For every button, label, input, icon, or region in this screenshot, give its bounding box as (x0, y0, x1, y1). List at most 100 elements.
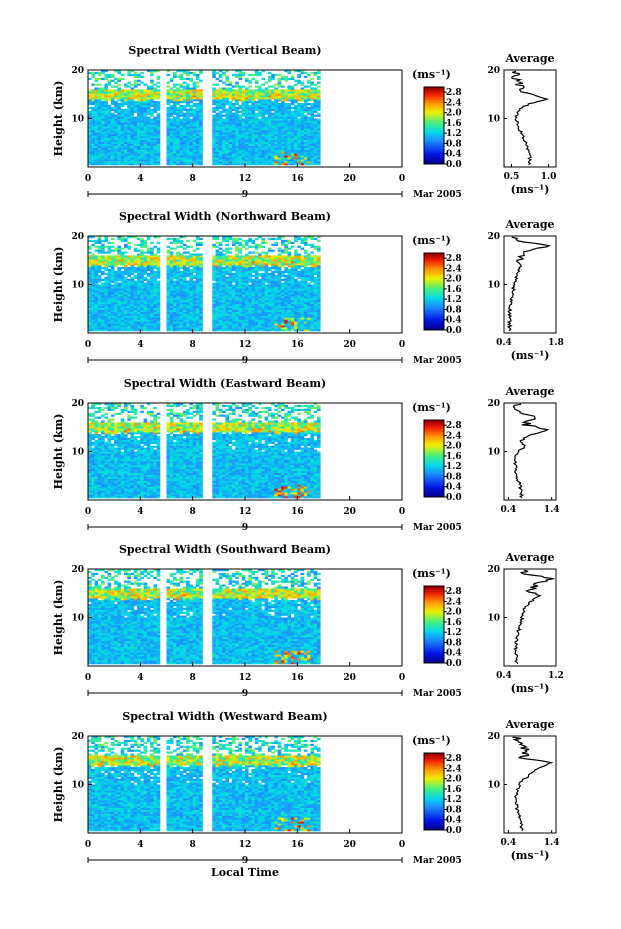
profile-title: Average (504, 52, 554, 65)
x-tick-label: 8 (190, 673, 196, 683)
panel-title: Spectral Width (Southward Beam) (119, 543, 331, 556)
x-tick-label: 4 (137, 840, 143, 850)
x-tick-label: 20 (343, 507, 356, 517)
figure: Spectral Width (Vertical Beam) 20 10 Height… (0, 0, 621, 929)
y-tick-label: 10 (71, 115, 84, 125)
x-tick-label: 0 (399, 673, 405, 683)
profile-y-tick-label: 20 (487, 732, 500, 742)
y-axis-label: Height (km) (52, 81, 65, 157)
colorbar-tick-label: 2.0 (446, 109, 462, 119)
profile-title: Average (504, 551, 554, 564)
y-tick-label: 10 (71, 281, 84, 291)
profile-x-tick-label: 0.4 (500, 505, 516, 515)
y-axis-label: Height (km) (52, 747, 65, 823)
profile-line (513, 737, 552, 830)
date-label: 9 (242, 856, 248, 866)
colorbar-unit: (ms⁻¹) (412, 68, 451, 81)
date-label: 9 (242, 356, 248, 366)
date-label: 9 (242, 689, 248, 699)
x-tick-label: 16 (291, 507, 304, 517)
panel-2: Spectral Width (Northward Beam)2010Heigh… (52, 210, 564, 366)
month-label: Mar 2005 (413, 356, 462, 366)
x-tick-label: 8 (190, 507, 196, 517)
colorbar-tick-label: 1.2 (446, 129, 462, 139)
colorbar-tick-label: 1.6 (446, 618, 462, 628)
month-label: Mar 2005 (413, 689, 462, 699)
profile-line (515, 570, 555, 663)
x-tick-label: 12 (239, 174, 252, 184)
colorbar-tick-label: 2.4 (446, 431, 462, 441)
profile-line (508, 237, 549, 330)
x-tick-label: 0 (399, 340, 405, 350)
heatmap-cells (88, 70, 321, 165)
colorbar-tick-label: 0.4 (446, 649, 462, 659)
profile-title: Average (504, 718, 554, 731)
colorbar-tick-label: 1.6 (446, 452, 462, 462)
colorbar-tick-label: 2.4 (446, 597, 462, 607)
panel-4: Spectral Width (Southward Beam)2010Heigh… (52, 543, 564, 699)
colorbar-unit: (ms⁻¹) (412, 234, 451, 247)
colorbar-tick-label: 1.2 (446, 462, 462, 472)
colorbar-tick-label: 0.0 (446, 493, 462, 503)
colorbar-tick-label: 0.0 (446, 326, 462, 336)
x-tick-label: 16 (291, 673, 304, 683)
y-tick-label: 20 (71, 732, 84, 742)
colorbar-tick-label: 2.4 (446, 764, 462, 774)
profile-y-tick-label: 10 (487, 115, 500, 125)
date-label: 9 (242, 190, 248, 200)
colorbar-tick-label: 0.4 (446, 316, 462, 326)
x-axis-label: Local Time (211, 866, 279, 879)
colorbar-tick-label: 0.8 (446, 305, 462, 315)
x-tick-label: 12 (239, 840, 252, 850)
profile-y-tick-label: 20 (487, 232, 500, 242)
heatmap-cells (88, 236, 321, 331)
profile-x-label: (ms⁻¹) (511, 849, 550, 862)
colorbar-tick-label: 2.0 (446, 442, 462, 452)
colorbar-tick-label: 1.6 (446, 119, 462, 129)
x-tick-label: 4 (137, 174, 143, 184)
colorbar: 2.82.42.01.61.20.80.40.0 (424, 753, 462, 836)
y-axis-label: Height (km) (52, 247, 65, 323)
y-tick-label: 20 (71, 66, 84, 76)
colorbar-tick-label: 0.8 (446, 638, 462, 648)
profile-x-tick-label: 1.8 (548, 338, 564, 348)
y-tick-label: 20 (71, 232, 84, 242)
profile-y-tick-label: 20 (487, 66, 500, 76)
x-tick-label: 0 (85, 507, 91, 517)
panel-title: Spectral Width (Westward Beam) (122, 710, 327, 723)
colorbar-unit: (ms⁻¹) (412, 734, 451, 747)
profile-x-tick-label: 1.0 (541, 172, 557, 182)
y-axis-label: Height (km) (52, 580, 65, 656)
x-tick-label: 4 (137, 507, 143, 517)
x-tick-label: 20 (343, 174, 356, 184)
x-tick-label: 12 (239, 340, 252, 350)
y-tick-label: 10 (71, 448, 84, 458)
x-tick-label: 0 (85, 840, 91, 850)
profile-x-label: (ms⁻¹) (511, 349, 550, 362)
x-tick-label: 20 (343, 673, 356, 683)
colorbar-tick-label: 2.8 (446, 587, 462, 597)
date-label: 9 (242, 523, 248, 533)
x-tick-label: 0 (399, 507, 405, 517)
colorbar-tick-label: 2.8 (446, 421, 462, 431)
profile-y-tick-label: 20 (487, 565, 500, 575)
panel-1: Spectral Width (Vertical Beam) 20 10 Height… (52, 44, 556, 200)
colorbar-tick-label: 2.0 (446, 775, 462, 785)
panel-title: Spectral Width (Vertical Beam) (128, 44, 321, 57)
profile-x-tick-label: 1.4 (544, 838, 560, 848)
profile-x-tick-label: 0.4 (496, 338, 512, 348)
colorbar-tick-label: 0.4 (446, 816, 462, 826)
colorbar-tick-label: 1.6 (446, 285, 462, 295)
month-label: Mar 2005 (413, 190, 462, 200)
colorbar: 2.82.42.01.61.20.80.40.0 (424, 87, 462, 170)
colorbar-tick-label: 1.2 (446, 795, 462, 805)
colorbar-tick-label: 2.8 (446, 754, 462, 764)
x-tick-label: 8 (190, 340, 196, 350)
colorbar-tick-label: 0.4 (446, 483, 462, 493)
y-tick-label: 10 (71, 781, 84, 791)
colorbar-tick-label: 1.6 (446, 785, 462, 795)
